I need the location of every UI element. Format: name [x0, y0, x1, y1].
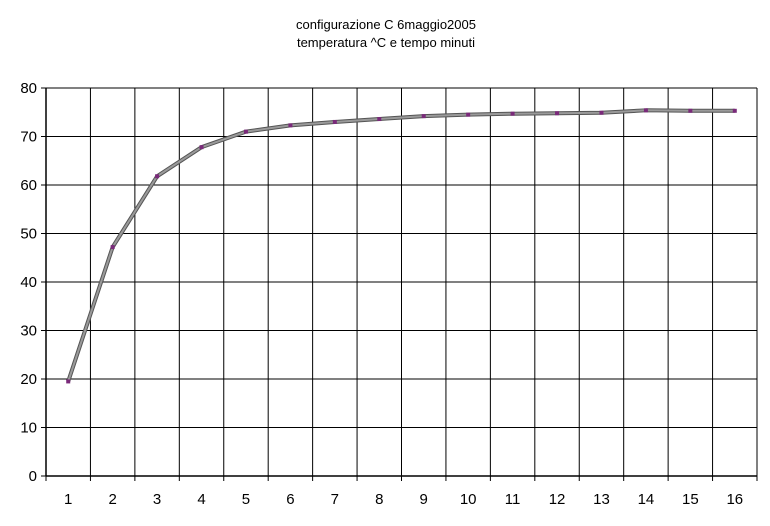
grid-layer	[45, 87, 758, 477]
x-tick-label: 16	[726, 491, 743, 508]
data-point	[555, 111, 560, 116]
x-tick-label: 6	[286, 491, 294, 508]
chart-title-line-2: temperatura ^C e tempo minuti	[296, 35, 476, 50]
data-point	[155, 174, 160, 179]
x-tick-label: 3	[153, 491, 161, 508]
data-point	[66, 379, 71, 384]
y-tick-label: 30	[20, 323, 37, 340]
y-tick-label: 80	[20, 80, 37, 97]
x-tick-label: 1	[64, 491, 72, 508]
data-point	[377, 117, 382, 122]
data-point	[732, 108, 737, 113]
data-point	[688, 108, 693, 113]
data-point	[199, 145, 204, 150]
data-point	[288, 123, 293, 128]
y-tick-label: 70	[20, 129, 37, 146]
x-tick-label: 12	[549, 491, 566, 508]
y-tick-label: 0	[29, 468, 37, 485]
x-tick-label: 14	[638, 491, 655, 508]
x-tick-label: 10	[460, 491, 477, 508]
y-tick-label: 40	[20, 274, 37, 291]
x-tick-label: 13	[593, 491, 610, 508]
data-point	[510, 111, 515, 116]
chart-title-line-1: configurazione C 6maggio2005	[296, 17, 476, 32]
data-point	[599, 110, 604, 115]
y-tick-label: 20	[20, 371, 37, 388]
axis-layer	[41, 87, 758, 481]
x-tick-label: 9	[420, 491, 428, 508]
x-tick-label: 11	[505, 491, 521, 508]
series-layer	[66, 108, 737, 384]
x-tick-label: 5	[242, 491, 250, 508]
data-point	[466, 112, 471, 117]
x-tick-label: 2	[108, 491, 116, 508]
data-point	[643, 108, 648, 113]
data-point	[332, 119, 337, 124]
x-tick-label: 8	[375, 491, 383, 508]
data-point	[110, 245, 115, 250]
x-tick-label: 15	[682, 491, 699, 508]
x-tick-label: 4	[197, 491, 205, 508]
y-tick-label: 10	[20, 420, 37, 437]
series-line	[67, 109, 735, 382]
x-tick-label: 7	[331, 491, 339, 508]
y-tick-label: 60	[20, 177, 37, 194]
data-point	[421, 114, 426, 119]
data-point	[243, 129, 248, 134]
y-tick-label: 50	[20, 226, 37, 243]
